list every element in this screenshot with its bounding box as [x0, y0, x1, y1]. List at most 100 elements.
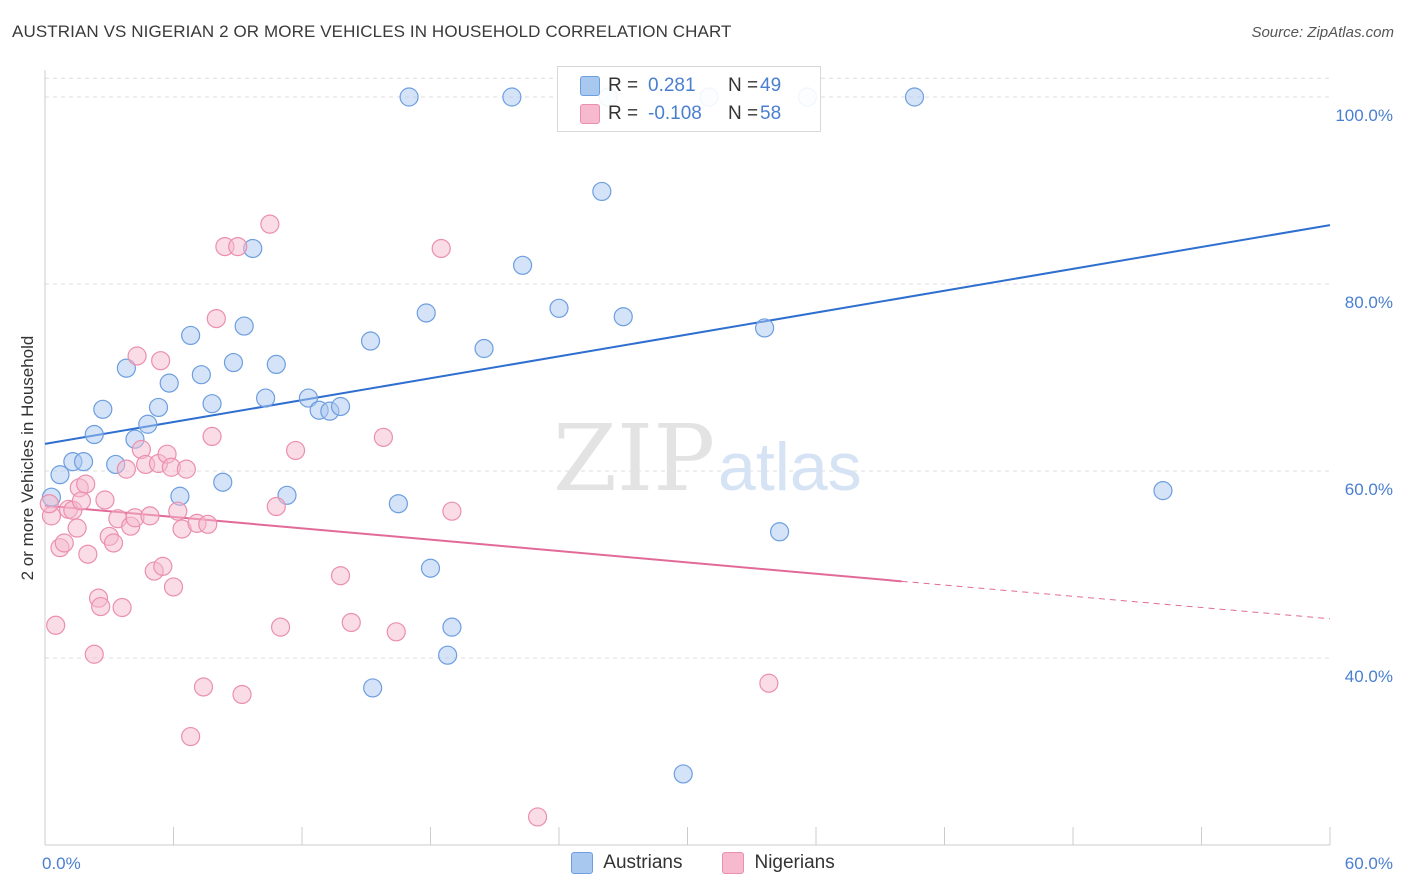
data-point-austrians	[399, 87, 419, 107]
legend-item-austrians[interactable]: Austrians	[571, 852, 682, 874]
data-point-austrians	[363, 678, 383, 698]
stats-legend: R = 0.281 N = 49 R = -0.108 N = 58	[557, 66, 821, 132]
data-point-austrians	[255, 388, 276, 408]
data-point-austrians	[50, 465, 70, 485]
y-tick-labels: 40.0% 60.0% 80.0% 100.0%	[1335, 106, 1393, 686]
data-point-austrians	[592, 181, 612, 202]
data-point-austrians	[181, 325, 201, 346]
data-point-nigerians	[431, 238, 451, 259]
watermark-atlas: atlas	[718, 429, 862, 505]
data-point-austrians	[360, 331, 381, 351]
data-point-nigerians	[759, 673, 779, 693]
data-point-nigerians	[112, 597, 132, 618]
trend-line-nigerians	[44, 504, 902, 583]
data-point-austrians	[223, 352, 244, 373]
legend-r-value: -0.108	[648, 103, 702, 124]
data-point-nigerians	[206, 308, 226, 329]
legend-r-label: R =	[608, 75, 639, 96]
data-point-austrians	[769, 522, 790, 542]
legend-n-value: 49	[760, 75, 782, 96]
trend-line-nigerians	[901, 580, 1331, 620]
legend-n-label: N =	[728, 75, 759, 96]
x-tick-marks	[44, 827, 1331, 845]
data-point-nigerians	[54, 533, 74, 553]
data-point-austrians	[138, 414, 158, 434]
data-point-austrians	[512, 255, 533, 275]
data-point-austrians	[213, 472, 233, 492]
x-tick-label-max: 60.0%	[1345, 854, 1393, 873]
source-credit: Source: ZipAtlas.com	[1251, 24, 1394, 41]
data-point-nigerians	[330, 566, 351, 586]
data-point-nigerians	[527, 807, 548, 827]
data-point-austrians	[502, 87, 522, 107]
data-point-nigerians	[127, 346, 147, 366]
legend-r-label: R =	[608, 103, 639, 124]
y-tick-label: 40.0%	[1345, 667, 1393, 686]
data-point-nigerians	[116, 459, 136, 479]
series-legend: Austrians Nigerians	[0, 852, 1406, 874]
data-point-austrians	[116, 358, 136, 378]
data-point-nigerians	[76, 474, 96, 494]
data-point-nigerians	[202, 426, 222, 447]
watermark: ZIP atlas	[553, 405, 862, 512]
trend-lines	[44, 224, 1331, 620]
data-point-nigerians	[91, 596, 111, 617]
austrians-legend-swatch	[571, 852, 594, 874]
data-point-austrians	[549, 298, 569, 318]
data-point-nigerians	[341, 612, 361, 633]
legend-n-label: N =	[728, 103, 759, 124]
data-point-austrians	[234, 316, 254, 336]
legend-label-austrians: Austrians	[603, 852, 683, 873]
austrians-swatch	[580, 76, 600, 96]
watermark-zip: ZIP	[553, 405, 715, 512]
data-point-nigerians	[153, 556, 173, 576]
data-point-austrians	[754, 318, 775, 338]
data-point-nigerians	[103, 533, 124, 553]
data-point-austrians	[613, 307, 633, 327]
data-point-nigerians	[270, 617, 291, 637]
x-tick-label-min: 0.0%	[42, 854, 81, 873]
trend-line-austrians	[44, 224, 1331, 445]
nigerians-swatch	[580, 104, 600, 124]
data-point-nigerians	[39, 494, 59, 514]
chart-title: AUSTRIAN VS NIGERIAN 2 OR MORE VEHICLES …	[12, 22, 732, 41]
data-point-austrians	[904, 87, 925, 107]
data-point-austrians	[330, 396, 351, 417]
data-point-austrians	[266, 354, 286, 375]
legend-item-nigerians[interactable]: Nigerians	[722, 852, 835, 874]
data-point-austrians	[388, 494, 408, 514]
data-point-nigerians	[78, 544, 98, 564]
data-point-austrians	[438, 645, 458, 665]
data-point-nigerians	[373, 427, 393, 447]
data-point-nigerians	[285, 440, 306, 461]
data-point-austrians	[416, 303, 436, 323]
data-point-nigerians	[46, 615, 66, 635]
data-point-austrians	[474, 338, 494, 359]
data-point-austrians	[1153, 481, 1173, 501]
data-point-austrians	[420, 558, 441, 578]
legend-row-austrians: R = 0.281 N = 49	[580, 73, 781, 99]
data-point-austrians	[191, 365, 211, 385]
data-point-nigerians	[168, 501, 188, 521]
data-point-nigerians	[232, 684, 252, 705]
data-point-nigerians	[84, 644, 104, 664]
data-point-austrians	[93, 399, 113, 419]
data-point-austrians	[298, 388, 319, 408]
data-point-nigerians	[198, 514, 218, 534]
data-point-nigerians	[181, 726, 201, 747]
data-point-nigerians	[442, 501, 462, 521]
data-point-austrians	[159, 373, 179, 393]
data-point-nigerians	[140, 506, 160, 526]
legend-label-nigerians: Nigerians	[754, 852, 835, 873]
data-point-austrians	[84, 424, 104, 445]
data-point-nigerians	[151, 351, 171, 371]
data-point-nigerians	[228, 237, 248, 257]
y-tick-label: 100.0%	[1335, 106, 1393, 125]
data-point-austrians	[673, 764, 693, 784]
data-point-nigerians	[176, 459, 196, 479]
data-point-austrians	[202, 394, 222, 414]
nigerians-legend-swatch	[722, 852, 745, 874]
y-tick-label: 80.0%	[1345, 293, 1393, 312]
data-point-austrians	[442, 617, 462, 637]
